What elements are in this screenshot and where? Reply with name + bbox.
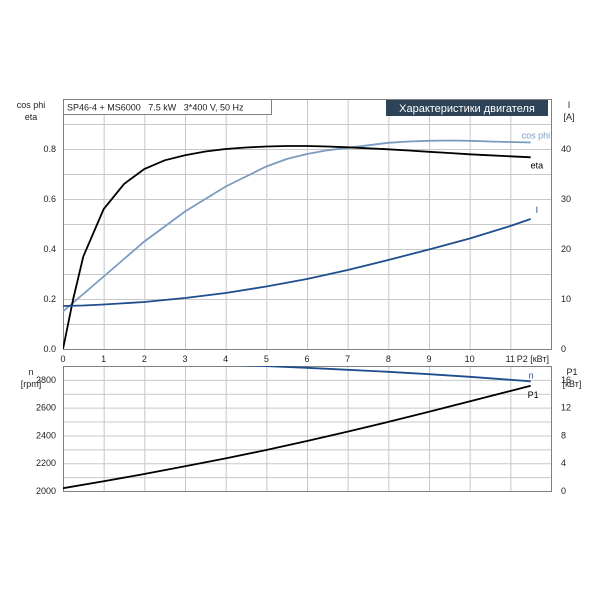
right-y-tick-label: 16 (561, 375, 571, 385)
x-tick-label: 2 (142, 354, 147, 364)
left-axis-title-cosphi: cos phi (17, 100, 46, 110)
x-tick-label: 5 (264, 354, 269, 364)
x-tick-label: 8 (386, 354, 391, 364)
right-axis-title-i: I (568, 100, 571, 110)
right-y-tick-label: 10 (561, 294, 571, 304)
chart-title-badge (386, 100, 548, 116)
left-y-tick-label: 0.2 (43, 294, 56, 304)
right-y-tick-label: 8 (561, 430, 566, 440)
x-tick-label: 0 (60, 354, 65, 364)
x-tick-label: 9 (426, 354, 431, 364)
x-tick-label: 6 (304, 354, 309, 364)
right-y-tick-label: 4 (561, 458, 566, 468)
cos-phi-curve (63, 139, 531, 313)
x-tick-label: 3 (182, 354, 187, 364)
left-axis-title-n: n (28, 367, 33, 377)
chart-title: Характеристики двигателя (399, 103, 535, 115)
p1-curve (63, 384, 531, 490)
right-axis-title-kw: [кВт] (563, 379, 582, 389)
cos-phi-curve-label: cos phi (522, 131, 551, 141)
left-y-tick-label: 2400 (36, 430, 56, 440)
current-curve (63, 218, 531, 307)
left-y-tick-label: 0.4 (43, 244, 56, 254)
x-tick-label: 11 (506, 354, 515, 364)
left-y-tick-label: 0.0 (43, 344, 56, 354)
right-y-tick-label: 40 (561, 144, 571, 154)
left-y-tick-label: 0.8 (43, 144, 56, 154)
x-tick-label: 1 (101, 354, 106, 364)
top-plot-frame (63, 99, 552, 350)
left-y-tick-label: 2200 (36, 458, 56, 468)
left-y-tick-label: 2000 (36, 486, 56, 496)
current-curve-label: I (536, 205, 539, 215)
right-y-tick-label: 20 (561, 244, 571, 254)
info-label-box (63, 99, 272, 115)
eta-curve (63, 145, 531, 349)
left-axis-title-eta: eta (25, 112, 38, 122)
x-tick-label: 10 (465, 354, 475, 364)
x-axis-label: P2 [кВт] (517, 354, 549, 364)
left-y-tick-label: 2800 (36, 375, 56, 385)
right-axis-title-unit: [A] (563, 112, 574, 122)
info-label: SP46-4 + MS6000 7.5 kW 3*400 V, 50 Hz (67, 103, 244, 113)
x-tick-label: 7 (345, 354, 350, 364)
bottom-plot-frame (63, 366, 552, 492)
speed-n-curve (239, 366, 531, 383)
left-y-tick-label: 0.6 (43, 194, 56, 204)
left-axis-title-rpm: [rpm] (21, 379, 42, 389)
right-axis-title-p1: P1 (566, 367, 577, 377)
right-y-tick-label: 30 (561, 194, 571, 204)
p1-curve-label: P1 (528, 390, 539, 400)
right-y-tick-label: 0 (561, 344, 566, 354)
left-y-tick-label: 2600 (36, 403, 56, 413)
x-tick-label: 4 (223, 354, 228, 364)
right-y-tick-label: 0 (561, 486, 566, 496)
speed-n-curve-label: n (529, 370, 534, 380)
eta-curve-label: eta (531, 160, 544, 170)
right-y-tick-label: 12 (561, 403, 571, 413)
